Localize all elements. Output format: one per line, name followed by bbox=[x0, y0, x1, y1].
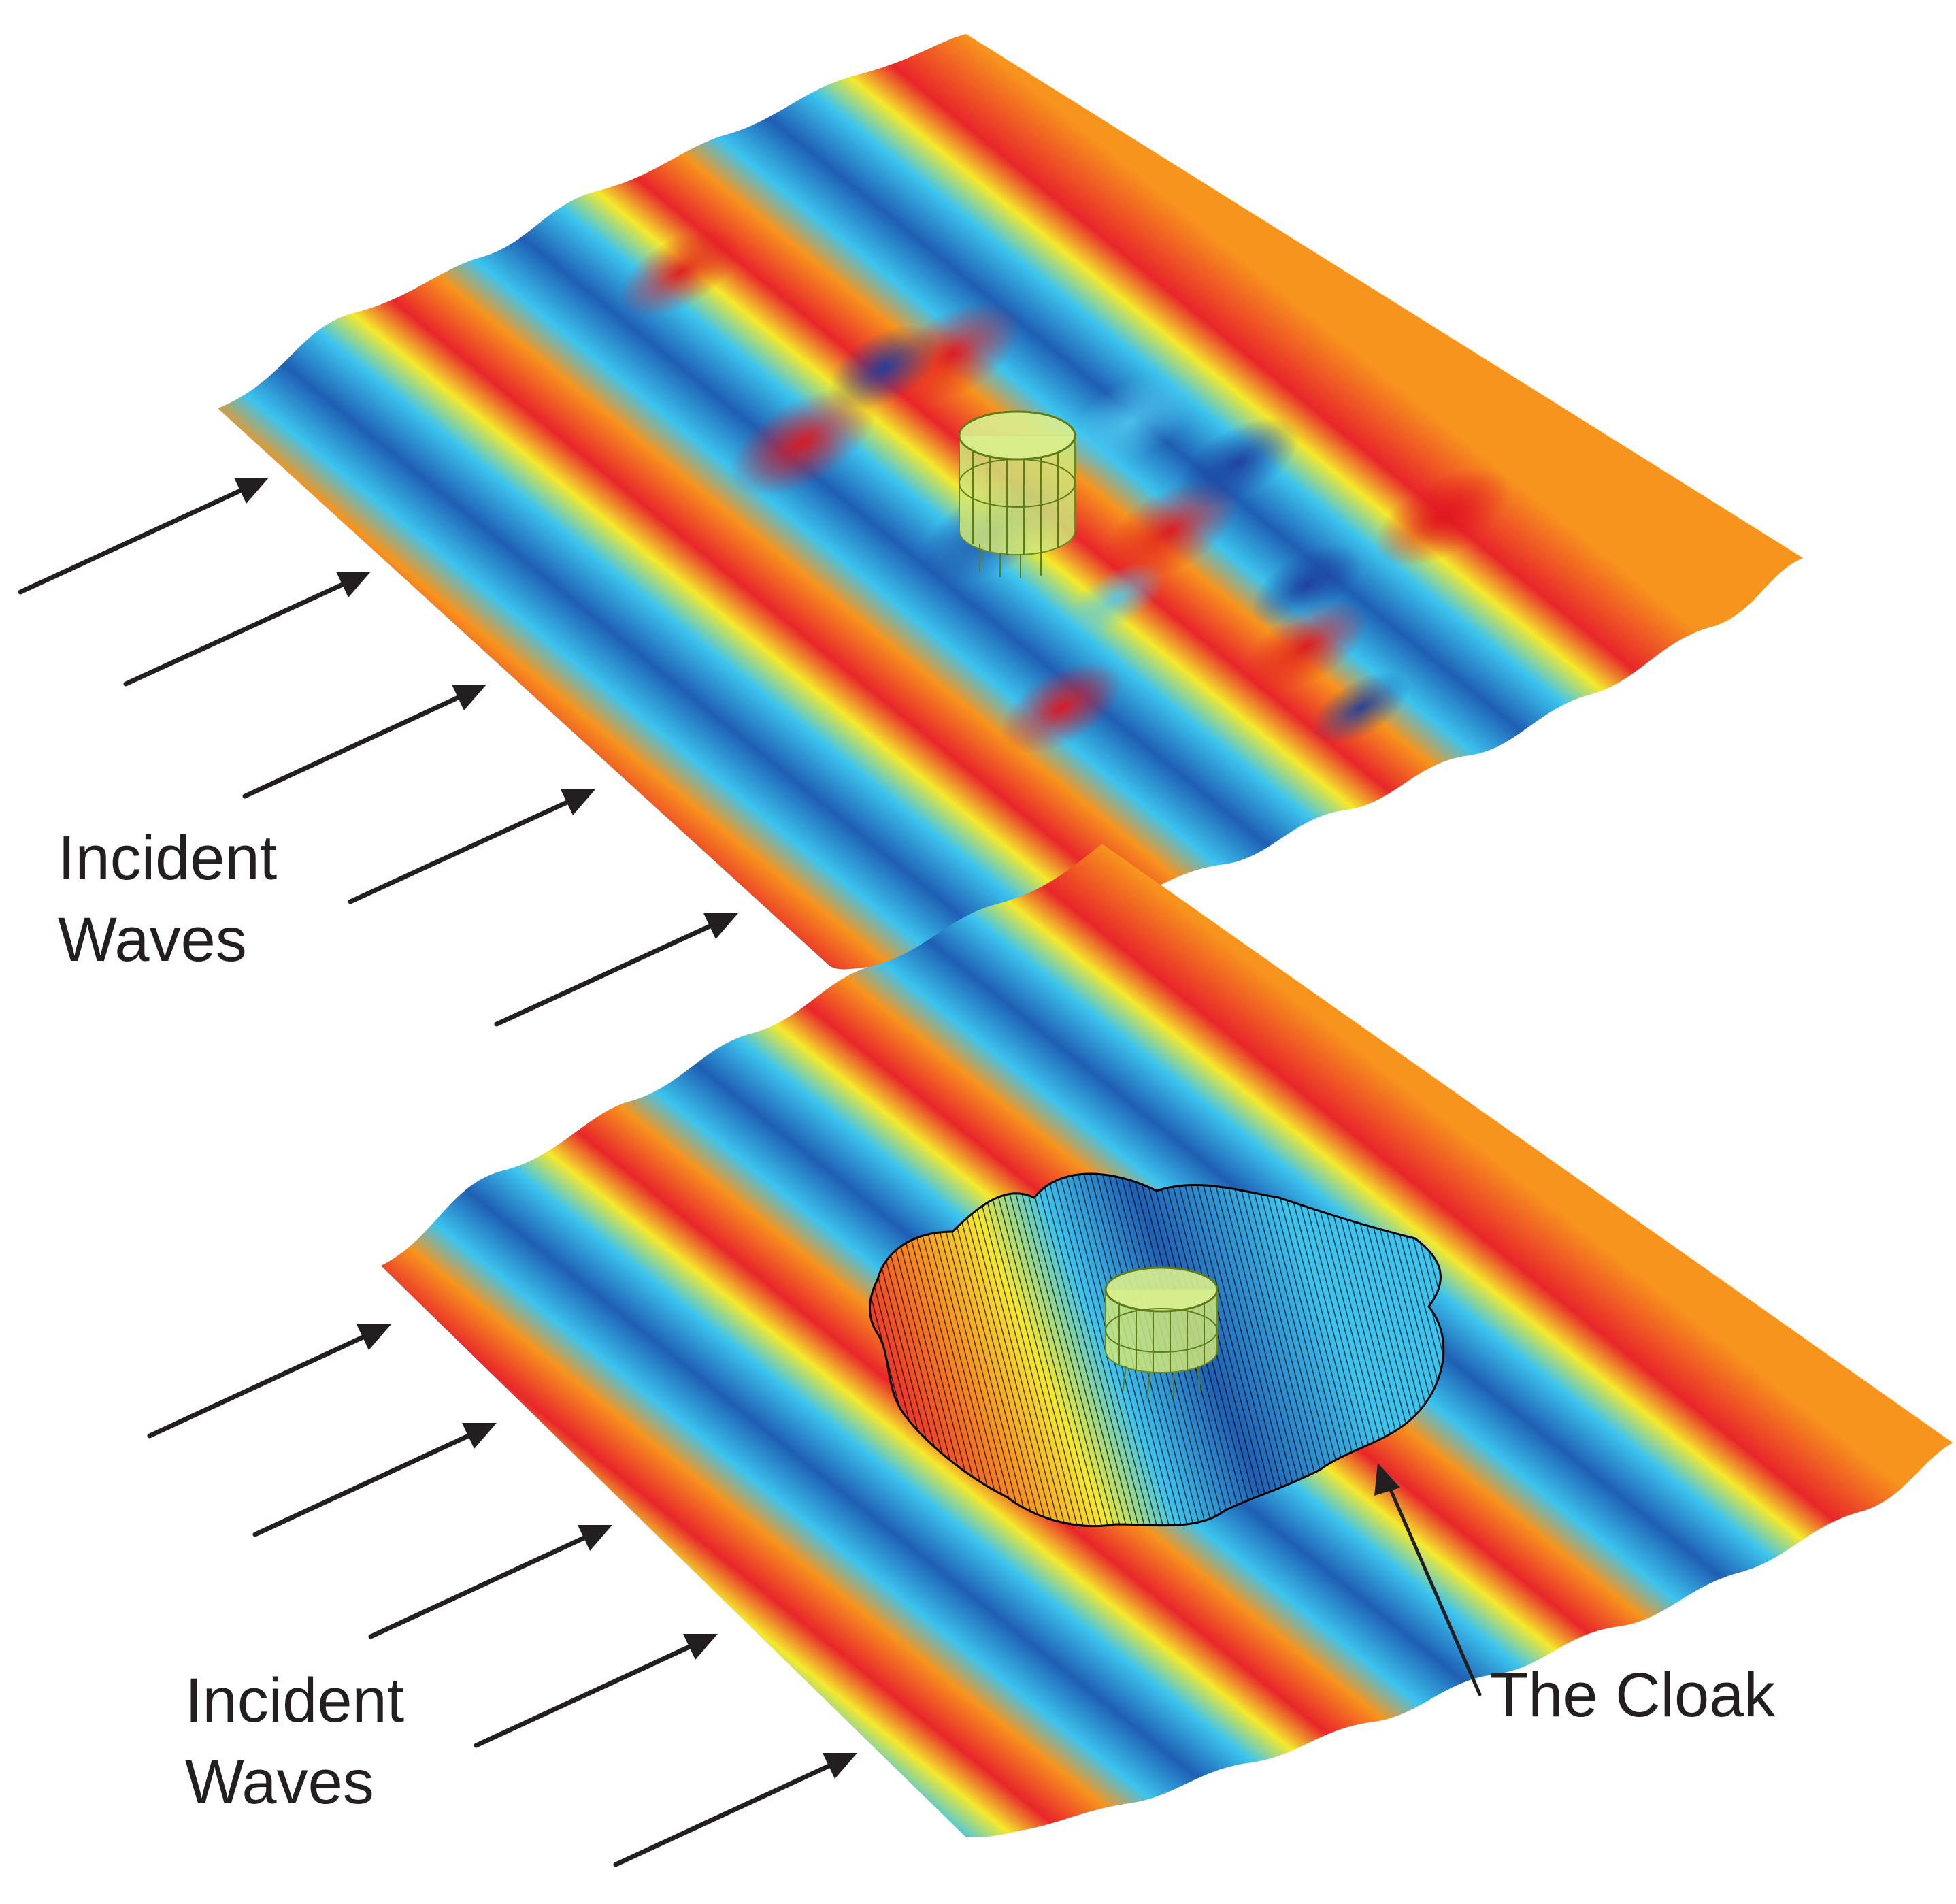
cloak-mesh-line bbox=[999, 1174, 1103, 1526]
cloak-mesh-line bbox=[969, 1174, 1072, 1526]
cloak-mesh-line bbox=[1042, 1174, 1146, 1526]
cloak-mesh-line bbox=[1171, 1174, 1274, 1526]
cloak-mesh-line bbox=[963, 1174, 1066, 1526]
cloak-mesh-line bbox=[957, 1174, 1060, 1526]
cloak-pointer-arrow-icon bbox=[1374, 1463, 1482, 1696]
incident-wave-arrow-icon bbox=[368, 1525, 612, 1639]
cloak-mesh-line bbox=[950, 1174, 1054, 1526]
incident-waves-label-bottom-line1: Incident bbox=[185, 1666, 404, 1735]
cloak-mesh-line bbox=[1012, 1174, 1115, 1526]
cloak-mesh-line bbox=[944, 1174, 1048, 1526]
cloak-mesh-line bbox=[975, 1174, 1078, 1526]
incident-wave-arrow-icon bbox=[147, 1324, 391, 1439]
cloak-mesh-line bbox=[1006, 1174, 1109, 1526]
incident-waves-label-top-line1: Incident bbox=[58, 823, 277, 893]
incident-waves-label-bottom-line2: Waves bbox=[185, 1747, 374, 1817]
panel-cloaked: Incident Waves The Cloak bbox=[147, 844, 1953, 1867]
cloak-mesh-line bbox=[1189, 1174, 1293, 1526]
cylinder-object-icon bbox=[1104, 1266, 1219, 1399]
cloak-mesh-line bbox=[1048, 1174, 1152, 1526]
incident-waves-label-top-line2: Waves bbox=[58, 905, 247, 974]
incident-wave-arrow-icon bbox=[242, 685, 486, 799]
cloak-mesh-line bbox=[1195, 1174, 1299, 1526]
incident-wave-arrow-icon bbox=[252, 1423, 497, 1537]
cloak-mesh-line bbox=[1024, 1174, 1127, 1526]
cloak-mesh-line bbox=[1177, 1174, 1280, 1526]
cloak-mesh-line bbox=[981, 1174, 1084, 1526]
incident-arrows-top bbox=[18, 478, 738, 1027]
cylinder-object-icon bbox=[958, 410, 1076, 578]
incident-wave-arrow-icon bbox=[613, 1753, 857, 1867]
cloak-mesh-line bbox=[987, 1174, 1091, 1526]
cloak-mesh-line bbox=[1183, 1174, 1287, 1526]
incident-wave-arrow-icon bbox=[18, 478, 269, 595]
incident-wave-arrow-icon bbox=[474, 1634, 718, 1748]
incident-arrows-bottom bbox=[147, 1324, 857, 1867]
cloak-label: The Cloak bbox=[1490, 1660, 1776, 1730]
incident-wave-arrow-icon bbox=[494, 913, 738, 1027]
cloak-mesh-line bbox=[1036, 1174, 1140, 1526]
panel-uncloaked: Incident Waves bbox=[18, 34, 1803, 1027]
cloak-mesh-line bbox=[1030, 1174, 1133, 1526]
incident-wave-arrow-icon bbox=[123, 572, 371, 687]
cloak-mesh-line bbox=[1018, 1174, 1121, 1526]
cloak-mesh-line bbox=[993, 1174, 1097, 1526]
incident-wave-arrow-icon bbox=[348, 789, 595, 904]
